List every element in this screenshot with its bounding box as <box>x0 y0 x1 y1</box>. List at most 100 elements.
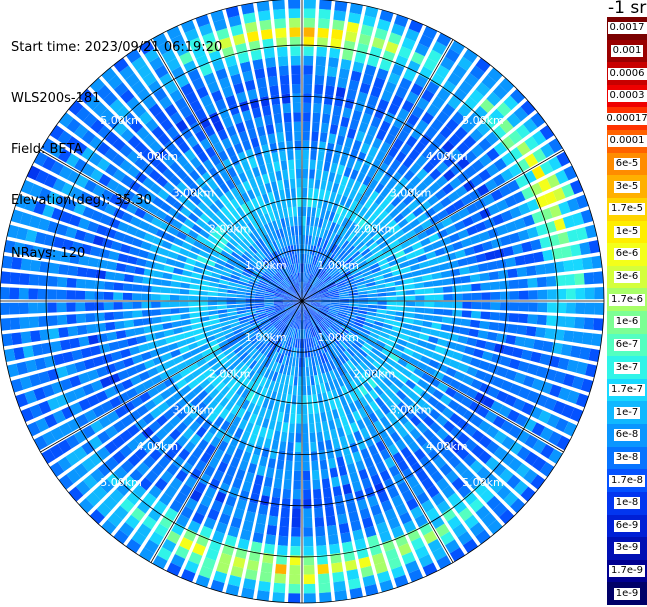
range-gate-cell <box>351 327 361 334</box>
range-gate-cell <box>195 164 207 176</box>
range-gate-cell <box>387 486 400 499</box>
range-gate-cell <box>379 59 392 72</box>
range-gate-cell <box>179 301 189 307</box>
range-gate-cell <box>436 477 450 492</box>
range-gate-cell <box>453 220 466 231</box>
range-gate-cell <box>320 301 331 303</box>
range-gate-cell <box>383 362 394 372</box>
range-gate-cell <box>329 307 339 311</box>
range-gate-cell <box>264 297 274 300</box>
range-gate-cell <box>218 221 229 232</box>
range-gate-cell <box>539 461 555 478</box>
range-gate-cell <box>195 459 207 473</box>
range-gate-cell <box>449 325 461 334</box>
range-gate-cell <box>302 461 310 471</box>
range-gate-cell <box>281 93 291 104</box>
range-gate-cell <box>315 267 321 277</box>
range-gate-cell <box>230 24 244 37</box>
range-gate-cell <box>190 278 201 285</box>
range-gate-cell <box>332 213 340 224</box>
range-gate-cell <box>264 305 275 309</box>
range-gate-cell <box>220 420 231 432</box>
range-gate-cell <box>296 187 302 198</box>
range-gate-cell <box>226 308 237 313</box>
range-gate-cell <box>305 273 308 283</box>
range-gate-cell <box>302 293 309 301</box>
range-gate-cell <box>340 341 349 350</box>
range-gate-cell <box>343 350 353 360</box>
range-gate-cell <box>264 301 274 303</box>
range-gate-cell <box>312 197 318 208</box>
range-gate-cell <box>564 316 576 328</box>
range-gate-cell <box>558 387 571 401</box>
range-gate-cell <box>523 118 538 134</box>
range-gate-cell <box>195 129 207 143</box>
range-gate-cell <box>384 388 395 399</box>
range-gate-cell <box>310 441 317 452</box>
range-gate-cell <box>181 351 193 361</box>
range-gate-cell <box>544 262 556 274</box>
range-gate-cell <box>290 318 296 328</box>
colorbar-tick-label: 3e-5 <box>613 180 641 193</box>
range-gate-cell <box>284 217 290 228</box>
range-gate-cell <box>436 338 448 347</box>
range-gate-cell <box>69 214 82 227</box>
range-gate-cell <box>507 179 520 193</box>
range-gate-cell <box>531 165 546 180</box>
range-gate-cell <box>175 43 190 57</box>
range-gate-cell <box>272 240 279 251</box>
range-gate-cell <box>199 525 213 539</box>
range-gate-cell <box>352 410 362 422</box>
range-gate-cell <box>73 463 89 478</box>
range-gate-cell <box>296 404 302 415</box>
range-gate-cell <box>208 286 219 292</box>
range-gate-cell <box>331 476 341 488</box>
range-gate-cell <box>174 491 188 505</box>
range-gate-cell <box>524 135 539 151</box>
range-gate-cell <box>87 394 100 407</box>
range-gate-cell <box>66 277 77 288</box>
range-gate-cell <box>309 306 317 314</box>
range-gate-cell <box>460 237 473 248</box>
range-gate-cell <box>481 512 497 528</box>
range-gate-cell <box>509 290 520 300</box>
range-gate-cell <box>396 301 406 306</box>
range-gate-cell <box>462 374 474 386</box>
range-gate-cell <box>246 289 256 294</box>
range-gate-cell <box>241 160 251 172</box>
range-gate-cell <box>279 312 288 319</box>
range-gate-cell <box>277 56 289 67</box>
range-gate-cell <box>169 428 182 441</box>
range-gate-cell <box>78 88 94 104</box>
range-gate-cell <box>245 442 255 454</box>
range-gate-cell <box>349 391 359 402</box>
range-gate-cell <box>251 393 260 405</box>
range-gate-cell <box>281 313 289 321</box>
range-gate-cell <box>191 272 202 279</box>
range-gate-cell <box>343 186 352 198</box>
range-gate-cell <box>172 133 185 147</box>
range-gate-cell <box>281 354 288 365</box>
range-gate-cell <box>126 366 138 377</box>
range-gate-cell <box>254 326 264 335</box>
range-gate-cell <box>210 579 225 593</box>
range-gate-cell <box>16 361 29 375</box>
range-gate-cell <box>433 221 445 232</box>
range-gate-cell <box>248 259 258 268</box>
range-gate-cell <box>484 341 496 352</box>
range-gate-cell <box>518 278 529 289</box>
range-gate-cell <box>262 334 271 343</box>
range-gate-cell <box>175 421 188 434</box>
range-gate-cell <box>198 250 210 259</box>
range-gate-cell <box>310 292 320 298</box>
range-gate-cell <box>453 371 466 382</box>
colorbar-swatch: 6e-7 <box>607 333 647 357</box>
range-gate-cell <box>44 174 58 189</box>
colorbar-unit-label: -1 sr <box>608 0 647 18</box>
range-gate-cell <box>208 133 220 146</box>
range-gate-cell <box>189 169 201 182</box>
range-gate-cell <box>499 355 512 367</box>
range-gate-cell <box>374 194 385 206</box>
range-gate-cell <box>373 320 384 327</box>
range-gate-cell <box>423 281 434 288</box>
